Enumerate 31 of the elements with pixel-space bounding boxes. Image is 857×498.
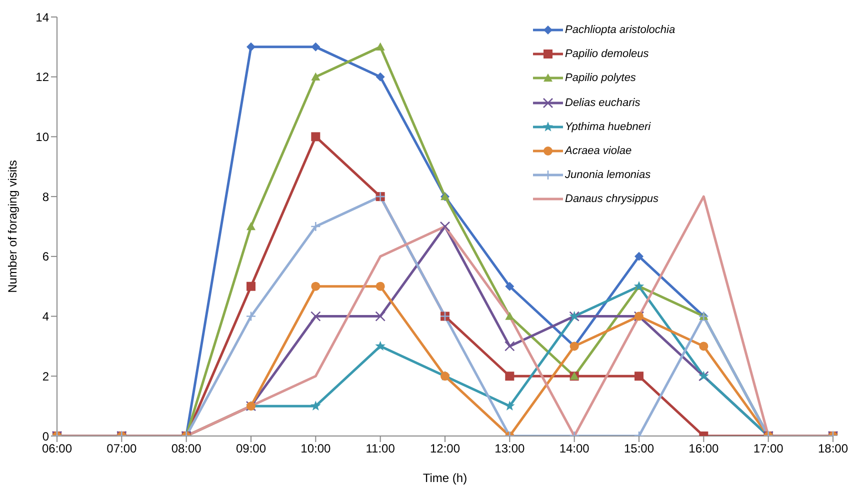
legend-label: Ypthima huebneri (565, 120, 651, 133)
y-tick-label: 4 (42, 310, 50, 324)
legend-label: Papilio polytes (565, 72, 636, 84)
x-tick-label: 11:00 (366, 442, 396, 456)
x-tick-label: 08:00 (171, 442, 202, 456)
legend-label: Junonia lemonias (565, 169, 651, 182)
legend-label: Pachliopta aristolochia (565, 24, 676, 36)
y-tick-label: 12 (36, 70, 50, 84)
legend-label: Delias eucharis (565, 96, 640, 109)
legend-label: Acraea violae (565, 145, 632, 158)
y-axis-title: Number of foraging visits (5, 160, 20, 293)
legend-label: Papilio demoleus (565, 48, 649, 60)
x-axis-title: Time (h) (422, 471, 468, 485)
x-tick-label: 15:00 (624, 442, 654, 456)
y-tick-label: 0 (42, 429, 50, 444)
x-tick-label: 13:00 (494, 442, 526, 456)
y-tick-label: 10 (36, 130, 50, 144)
x-tick-label: 09:00 (236, 442, 266, 456)
y-tick-label: 14 (36, 10, 50, 24)
x-tick-label: 16:00 (688, 442, 720, 456)
y-tick-label: 8 (42, 190, 50, 204)
legend-label: Danaus chrysippus (565, 193, 659, 206)
x-tick-label: 14:00 (559, 442, 590, 456)
x-tick-label: 07:00 (106, 442, 138, 456)
y-tick-label: 2 (42, 369, 50, 384)
x-tick-label: 10:00 (300, 442, 332, 456)
x-tick-label: 18:00 (818, 442, 848, 456)
x-tick-label: 17:00 (753, 442, 784, 456)
x-tick-label: 12:00 (430, 442, 460, 456)
y-tick-label: 6 (42, 250, 50, 264)
x-tick-label: 06:00 (42, 442, 72, 456)
